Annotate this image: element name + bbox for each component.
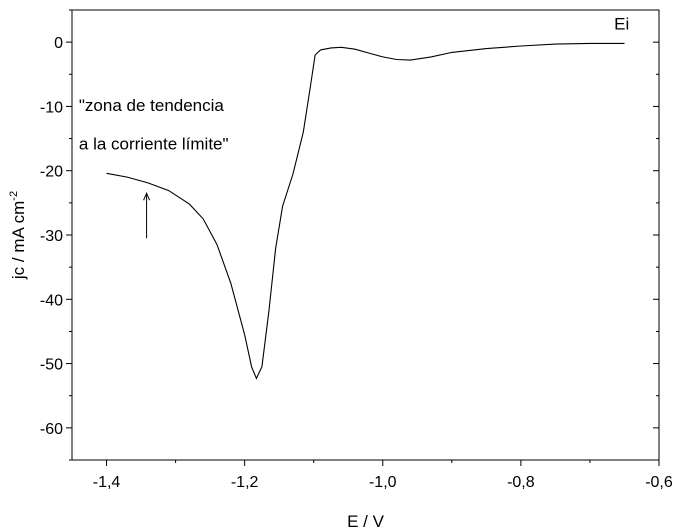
arrow-head-icon	[143, 191, 151, 201]
y-axis: 0 -10 -20 -30 -40 -50 -60	[40, 9, 659, 461]
y-tick-label: -60	[40, 421, 63, 438]
y-axis-title: jc / mA cm-2	[8, 191, 28, 280]
y-tick-label: -20	[40, 164, 63, 181]
y-axis-title-main: jc / mA cm	[9, 201, 28, 280]
annotations: Ei "zona de tendencia a la corriente límit…	[79, 14, 629, 153]
series-line	[106, 42, 625, 380]
annotation-text: Ei	[614, 14, 629, 33]
x-tick-label: -0,8	[507, 474, 535, 491]
annotation-text: "zona de tendencia	[79, 96, 225, 115]
y-tick-label: -10	[40, 99, 63, 116]
x-axis-title: E / V	[347, 512, 385, 531]
x-tick-label: -0,6	[645, 474, 673, 491]
x-tick-label: -1,2	[231, 474, 259, 491]
x-tick-label: -1,4	[93, 474, 121, 491]
x-axis: -1,4 -1,2 -1,0 -0,8 -0,6	[93, 460, 673, 491]
y-axis-title-superscript: -2	[8, 191, 20, 201]
y-tick-label: -50	[40, 357, 63, 374]
y-tick-label: -30	[40, 228, 63, 245]
y-tick-label: 0	[54, 35, 63, 52]
annotation-text: a la corriente límite"	[79, 135, 229, 154]
x-tick-label: -1,0	[369, 474, 397, 491]
y-tick-label: -40	[40, 292, 63, 309]
plot-frame	[71, 9, 660, 461]
